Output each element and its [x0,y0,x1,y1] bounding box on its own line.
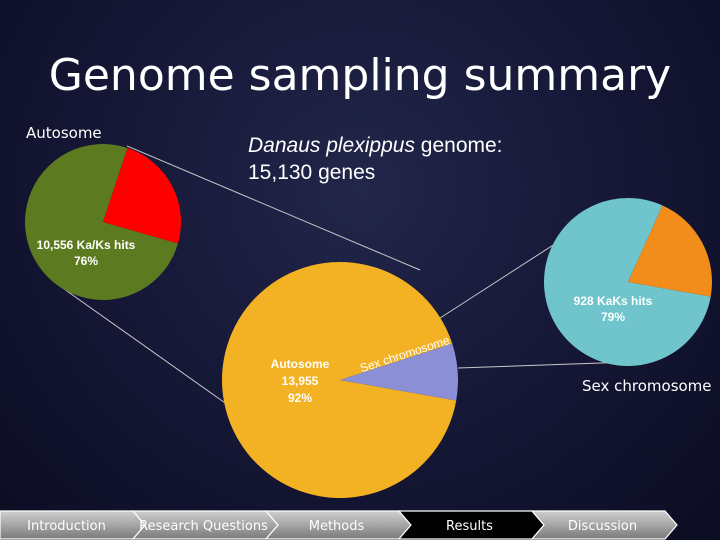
connector-lines [56,145,631,406]
nav-item-discussion[interactable] [530,510,678,540]
gene-count: 15,130 genes [248,161,376,184]
slide-subtitle: Danaus plexippus genome: 15,130 genes [248,132,503,186]
pie-slice [628,205,713,297]
pie-slice [24,144,178,300]
pie-slice [103,147,181,244]
nav-label: Methods [309,519,365,534]
autosome-label: Autosome [26,124,102,142]
connector-line [457,361,631,369]
slide-title: Genome sampling summary [48,50,672,101]
pie-slice [340,343,458,401]
pie-main [222,262,458,499]
nav-label: Research Questions [139,519,268,534]
pie-sex-chromosome [544,198,713,366]
species-name: Danaus plexippus [248,134,415,157]
connector-line [56,283,229,406]
sex-chromosome-label: Sex chromosome [582,377,712,395]
nav-label: Introduction [27,519,106,534]
data-label-autosome-hits: 10,556 Ka/Ks hits 76% [37,238,136,268]
pie-slice [222,262,457,499]
data-label-sex-hits: 928 KaKs hits 79% [574,294,653,324]
pie-autosome [24,144,181,300]
connector-line [126,145,421,271]
data-label-autosome: Autosome 13,955 92% [271,357,330,405]
pie-slice [544,198,711,366]
nav-label: Results [446,519,493,534]
subtitle-suffix: genome: [414,134,503,157]
nav-bar: Introduction Research Questions Methods Res… [0,510,720,540]
nav-label: Discussion [568,519,637,534]
